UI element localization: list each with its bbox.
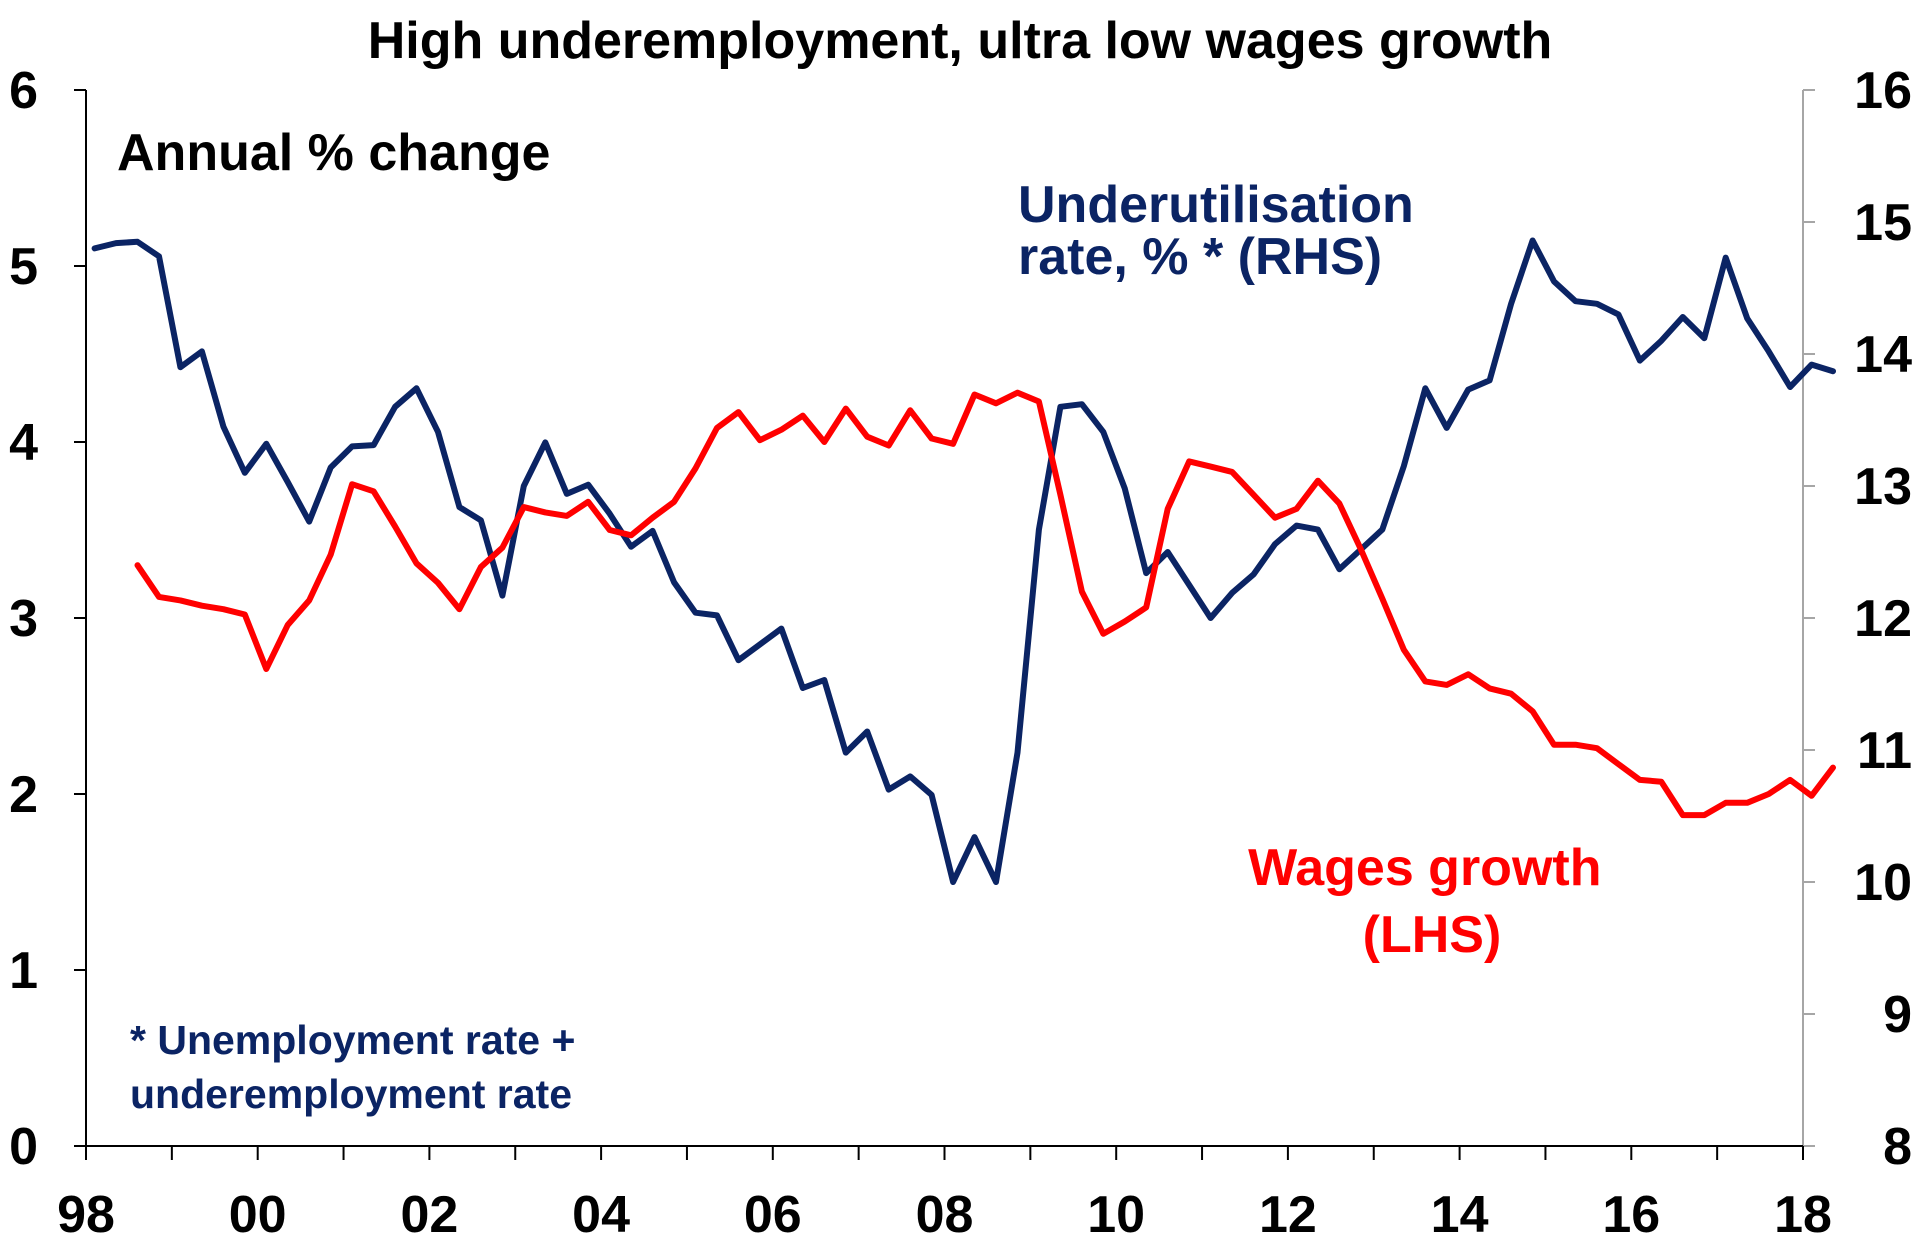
y-left-tick-label: 4	[9, 414, 38, 472]
series-label-wages-line-2: (LHS)	[1363, 906, 1502, 964]
y-left-tick-label: 0	[9, 1118, 38, 1176]
y-left-tick-label: 6	[9, 62, 38, 120]
x-tick-label: 02	[400, 1186, 458, 1244]
y-left-tick-label: 3	[9, 590, 38, 648]
x-tick-label: 10	[1087, 1186, 1145, 1244]
footnote-line-2: underemployment rate	[130, 1071, 572, 1117]
x-tick-label: 04	[572, 1186, 630, 1244]
chart-subtitle: Annual % change	[117, 124, 550, 182]
series-label-underutilisation-line-1: Underutilisation	[1018, 176, 1414, 234]
y-right-tick-label: 12	[1854, 590, 1912, 648]
y-left-tick-label: 2	[9, 766, 38, 824]
x-tick-label: 08	[916, 1186, 974, 1244]
chart-title: High underemployment, ultra low wages gr…	[368, 12, 1553, 70]
series-line-underutilisation	[91, 237, 1836, 885]
x-tick-label: 00	[229, 1186, 287, 1244]
footnote-line-1: * Unemployment rate +	[130, 1017, 575, 1063]
y-left-tick-label: 1	[9, 942, 38, 1000]
y-right-tick-label: 10	[1854, 854, 1912, 912]
series-label-underutilisation: Underutilisation rate, % * (RHS)	[1018, 176, 1428, 286]
y-right-tick-label: 8	[1883, 1118, 1912, 1176]
x-tick-label: 06	[744, 1186, 802, 1244]
series-line-wages	[134, 389, 1836, 819]
y-right-tick-label: 9	[1883, 986, 1912, 1044]
y-right-tick-label: 14	[1854, 326, 1912, 384]
series-label-wages-line-1: Wages growth	[1248, 839, 1601, 897]
y-right-tick-label: 15	[1854, 194, 1912, 252]
footnote: * Unemployment rate + underemployment ra…	[130, 1017, 587, 1117]
y-right-tick-label: 11	[1857, 722, 1912, 780]
x-tick-label: 12	[1259, 1186, 1317, 1244]
x-tick-label: 16	[1602, 1186, 1660, 1244]
series-label-wages: Wages growth (LHS)	[1248, 839, 1616, 964]
x-tick-label: 18	[1774, 1186, 1832, 1244]
x-tick-label: 98	[57, 1186, 115, 1244]
series-label-underutilisation-line-2: rate, % * (RHS)	[1018, 228, 1382, 286]
y-right-tick-label: 16	[1854, 62, 1912, 120]
series-layer	[91, 237, 1836, 885]
y-right-tick-label: 13	[1854, 458, 1912, 516]
x-tick-label: 14	[1431, 1186, 1489, 1244]
y-left-tick-label: 5	[9, 238, 38, 296]
